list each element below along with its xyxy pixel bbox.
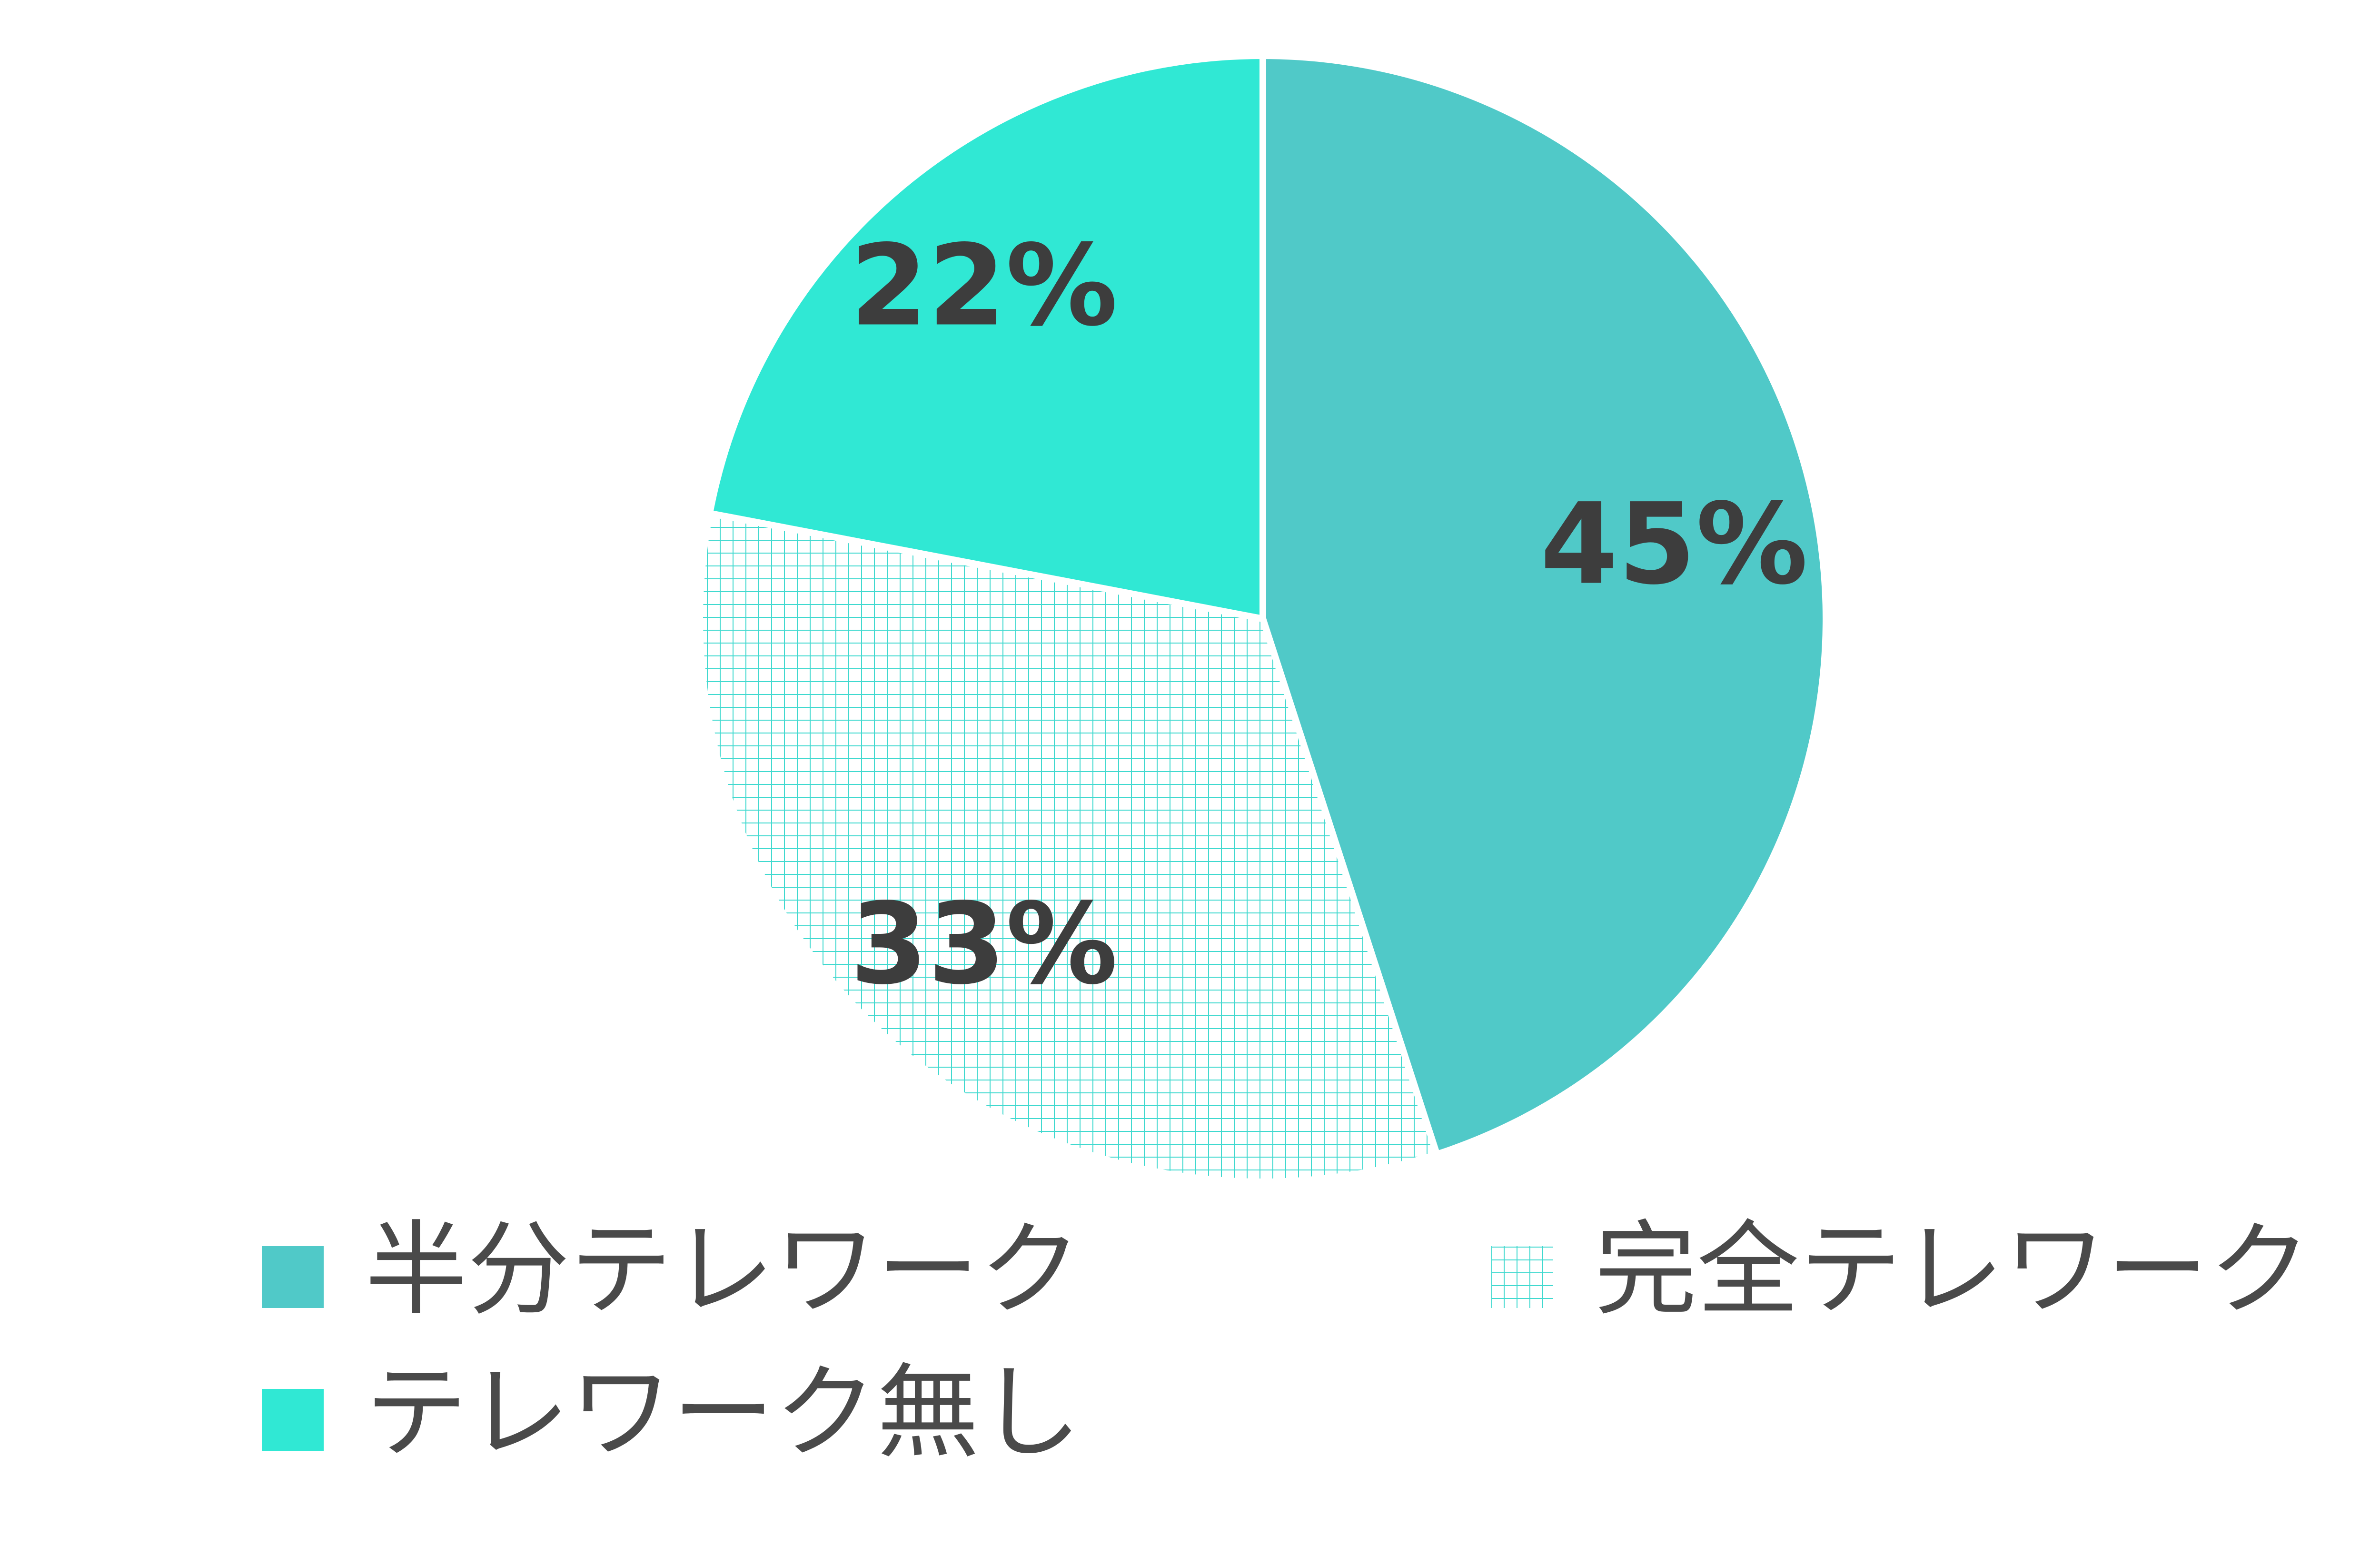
pie-slice <box>705 52 1266 623</box>
value-label: 45% <box>1540 479 1808 609</box>
legend-label: 完全テレワーク <box>1595 1210 2311 1329</box>
pie-slice <box>696 509 1441 1186</box>
legend-swatch <box>262 1246 324 1308</box>
value-label: 22% <box>850 221 1118 351</box>
legend-label: テレワーク無し <box>365 1353 1081 1472</box>
legend-swatch <box>262 1389 324 1451</box>
legend-label: 半分テレワーク <box>365 1210 1081 1329</box>
legend-swatch <box>1491 1246 1553 1308</box>
value-label: 33% <box>850 879 1118 1009</box>
pie-slice <box>1259 52 1830 1159</box>
